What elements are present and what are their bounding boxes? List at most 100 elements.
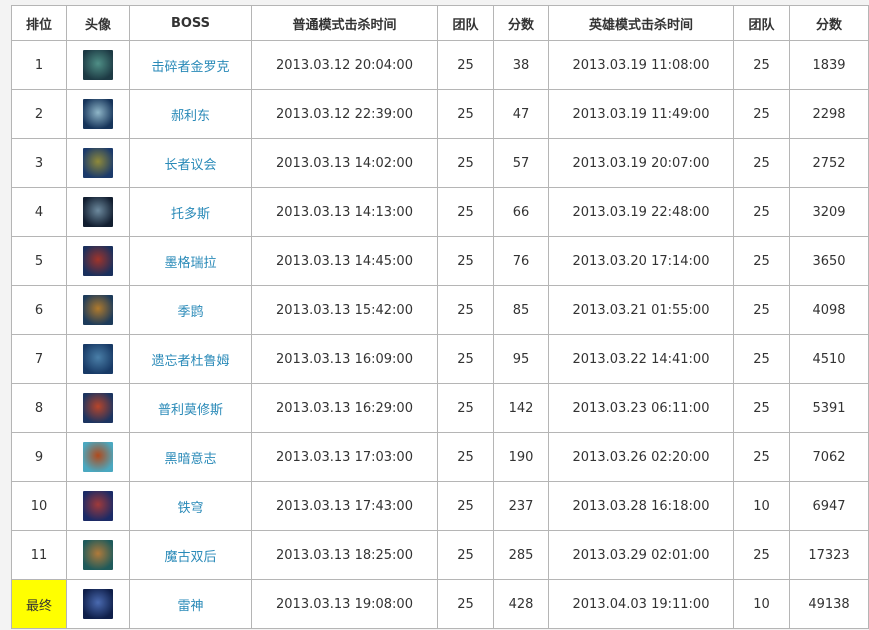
cell-heroic-team: 25 [733,138,790,188]
cell-boss[interactable]: 托多斯 [129,187,252,237]
cell-normal-score: 142 [493,383,549,433]
cell-normal-time: 2013.03.13 17:03:00 [251,432,438,482]
cell-avatar [66,89,130,139]
cell-heroic-score: 17323 [789,530,869,580]
header-row: 排位 头像 BOSS 普通模式击杀时间 团队 分数 英雄模式击杀时间 团队 分数 [11,5,869,41]
header-heroic-time: 英雄模式击杀时间 [548,5,734,41]
boss-portrait-icon [83,393,113,423]
cell-normal-score: 38 [493,40,549,90]
boss-portrait-icon [83,197,113,227]
table-row: 5 墨格瑞拉 2013.03.13 14:45:00 25 76 2013.03.20 1… [11,236,869,286]
cell-heroic-score: 2298 [789,89,869,139]
cell-heroic-time: 2013.03.19 11:49:00 [548,89,734,139]
cell-normal-team: 25 [437,481,494,531]
cell-heroic-score: 1839 [789,40,869,90]
cell-heroic-time: 2013.03.28 16:18:00 [548,481,734,531]
cell-normal-team: 25 [437,40,494,90]
cell-heroic-score: 6947 [789,481,869,531]
cell-heroic-team: 25 [733,432,790,482]
cell-heroic-team: 25 [733,383,790,433]
cell-heroic-time: 2013.03.19 20:07:00 [548,138,734,188]
table-row: 1 击碎者金罗克 2013.03.12 20:04:00 25 38 2013.03.19… [11,40,869,90]
cell-heroic-score: 3650 [789,236,869,286]
cell-boss[interactable]: 铁穹 [129,481,252,531]
boss-portrait-icon [83,491,113,521]
cell-normal-team: 25 [437,432,494,482]
cell-heroic-team: 25 [733,40,790,90]
cell-normal-time: 2013.03.13 18:25:00 [251,530,438,580]
cell-rank: 3 [11,138,67,188]
cell-heroic-score: 49138 [789,579,869,629]
cell-avatar [66,530,130,580]
cell-normal-time: 2013.03.13 19:08:00 [251,579,438,629]
cell-heroic-time: 2013.03.29 02:01:00 [548,530,734,580]
boss-portrait-icon [83,295,113,325]
cell-rank: 11 [11,530,67,580]
cell-heroic-time: 2013.03.23 06:11:00 [548,383,734,433]
header-normal-score: 分数 [493,5,549,41]
table-row: 4 托多斯 2013.03.13 14:13:00 25 66 2013.03.19 22… [11,187,869,237]
cell-normal-time: 2013.03.13 14:45:00 [251,236,438,286]
table-row: 7 遗忘者杜鲁姆 2013.03.13 16:09:00 25 95 2013.03.22… [11,334,869,384]
cell-boss[interactable]: 雷神 [129,579,252,629]
boss-portrait-icon [83,148,113,178]
header-heroic-team: 团队 [733,5,790,41]
cell-normal-time: 2013.03.12 22:39:00 [251,89,438,139]
cell-boss[interactable]: 魔古双后 [129,530,252,580]
cell-avatar [66,40,130,90]
cell-avatar [66,138,130,188]
cell-normal-team: 25 [437,285,494,335]
cell-boss[interactable]: 季鹍 [129,285,252,335]
boss-portrait-icon [83,50,113,80]
cell-boss[interactable]: 普利莫修斯 [129,383,252,433]
cell-avatar [66,236,130,286]
table-row: 2 郝利东 2013.03.12 22:39:00 25 47 2013.03.19 11… [11,89,869,139]
cell-normal-team: 25 [437,334,494,384]
cell-normal-time: 2013.03.13 16:29:00 [251,383,438,433]
cell-boss[interactable]: 遗忘者杜鲁姆 [129,334,252,384]
cell-normal-team: 25 [437,579,494,629]
header-boss: BOSS [129,5,252,41]
table-row: 3 长者议会 2013.03.13 14:02:00 25 57 2013.03.19 2… [11,138,869,188]
cell-heroic-score: 3209 [789,187,869,237]
cell-normal-time: 2013.03.12 20:04:00 [251,40,438,90]
cell-normal-score: 66 [493,187,549,237]
boss-portrait-icon [83,99,113,129]
cell-heroic-time: 2013.03.22 14:41:00 [548,334,734,384]
cell-normal-team: 25 [437,138,494,188]
boss-portrait-icon [83,246,113,276]
header-avatar: 头像 [66,5,130,41]
cell-heroic-time: 2013.03.19 11:08:00 [548,40,734,90]
table-row: 9 黑暗意志 2013.03.13 17:03:00 25 190 2013.03.26 … [11,432,869,482]
cell-heroic-score: 4098 [789,285,869,335]
cell-avatar [66,481,130,531]
cell-heroic-team: 25 [733,236,790,286]
cell-boss[interactable]: 郝利东 [129,89,252,139]
cell-avatar [66,334,130,384]
cell-normal-time: 2013.03.13 17:43:00 [251,481,438,531]
cell-rank: 1 [11,40,67,90]
cell-normal-score: 85 [493,285,549,335]
cell-rank: 7 [11,334,67,384]
boss-portrait-icon [83,589,113,619]
cell-heroic-time: 2013.03.20 17:14:00 [548,236,734,286]
cell-rank: 2 [11,89,67,139]
cell-boss[interactable]: 黑暗意志 [129,432,252,482]
cell-normal-team: 25 [437,187,494,237]
boss-kill-table: 排位 头像 BOSS 普通模式击杀时间 团队 分数 英雄模式击杀时间 团队 分数… [11,5,869,629]
cell-normal-score: 57 [493,138,549,188]
cell-rank: 最终 [11,579,67,629]
cell-heroic-team: 25 [733,530,790,580]
cell-boss[interactable]: 击碎者金罗克 [129,40,252,90]
cell-heroic-score: 4510 [789,334,869,384]
cell-normal-time: 2013.03.13 15:42:00 [251,285,438,335]
cell-boss[interactable]: 长者议会 [129,138,252,188]
cell-normal-time: 2013.03.13 14:02:00 [251,138,438,188]
table-row: 6 季鹍 2013.03.13 15:42:00 25 85 2013.03.21 01:… [11,285,869,335]
header-rank: 排位 [11,5,67,41]
cell-heroic-time: 2013.03.19 22:48:00 [548,187,734,237]
table-row: 10 铁穹 2013.03.13 17:43:00 25 237 2013.03.28 1… [11,481,869,531]
cell-avatar [66,383,130,433]
cell-heroic-team: 10 [733,481,790,531]
cell-boss[interactable]: 墨格瑞拉 [129,236,252,286]
